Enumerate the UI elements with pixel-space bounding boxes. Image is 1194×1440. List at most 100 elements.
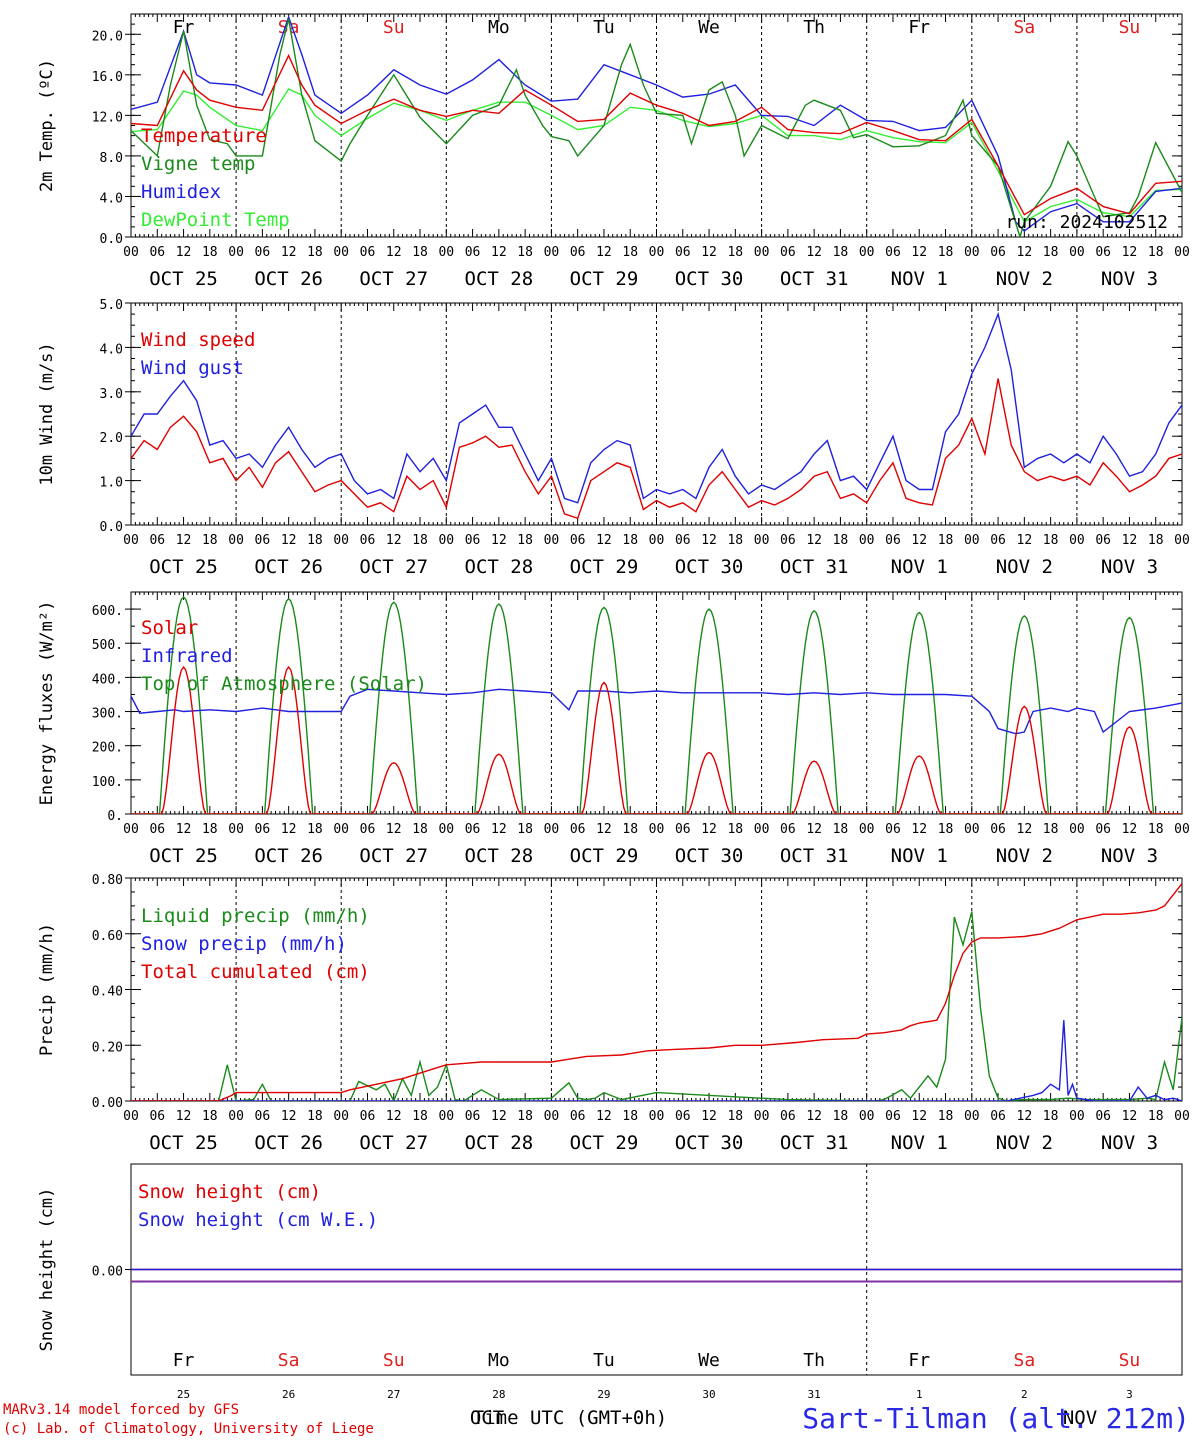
hour-label: 06 <box>1095 245 1111 260</box>
hour-label: 12 <box>806 533 822 548</box>
hour-label: 06 <box>675 245 691 260</box>
legend-entry: Solar <box>141 617 198 639</box>
hour-label: 18 <box>517 245 533 260</box>
series-line <box>131 311 1182 504</box>
hour-label: 18 <box>412 245 428 260</box>
hour-label: 18 <box>412 533 428 548</box>
hour-label: 00 <box>649 1109 665 1124</box>
hour-label: 18 <box>833 1109 849 1124</box>
panel-2: 0.0 1.0 2.0 3.0 4.0 5.0 10m Wind (m/s) 00 06 12 18… <box>37 298 1190 578</box>
hour-label: 06 <box>465 245 481 260</box>
hour-label: 00 <box>544 533 560 548</box>
hour-label: 00 <box>438 1109 454 1124</box>
hour-label: 06 <box>885 822 901 837</box>
y-tick-label: 300. <box>92 707 123 722</box>
hour-label: 00 <box>333 1109 349 1124</box>
day-number-label: 30 <box>702 1388 715 1401</box>
hour-label: 18 <box>307 533 323 548</box>
legend-entry: Total cumulated (cm) <box>141 961 370 983</box>
date-label: OCT 25 <box>149 268 218 290</box>
hour-label: 06 <box>675 533 691 548</box>
y-tick-label: 0. <box>107 809 123 824</box>
hour-label: 12 <box>386 245 402 260</box>
hour-label: 12 <box>1017 533 1033 548</box>
hour-label: 18 <box>1043 533 1059 548</box>
day-name-label: Su <box>1119 1350 1141 1371</box>
hour-label: 06 <box>465 1109 481 1124</box>
y-tick-label: 4.0 <box>100 191 123 206</box>
lab-credit: (c) Lab. of Climatology, University of L… <box>3 1421 374 1437</box>
date-label: OCT 27 <box>359 268 428 290</box>
hour-label: 06 <box>885 1109 901 1124</box>
hour-label: 06 <box>990 1109 1006 1124</box>
hour-label: 00 <box>964 822 980 837</box>
hour-label: 00 <box>859 245 875 260</box>
date-label: NOV 1 <box>891 556 948 578</box>
day-number-label: 26 <box>282 1388 295 1401</box>
hour-label: 12 <box>806 822 822 837</box>
series-line <box>131 665 1182 814</box>
day-name-label: Fr <box>908 17 930 38</box>
y-tick-label: 0.40 <box>92 985 123 1000</box>
legend-entry: Snow precip (mm/h) <box>141 933 347 955</box>
hour-label: 18 <box>1148 245 1164 260</box>
hour-label: 06 <box>990 533 1006 548</box>
hour-label: 00 <box>333 245 349 260</box>
panel-4: 0.00 0.20 0.40 0.60 0.80 Precip (mm/h) 00 06 12 1… <box>37 873 1190 1154</box>
hour-label: 18 <box>622 533 638 548</box>
y-tick-label: 200. <box>92 741 123 756</box>
y-tick-label: 0.00 <box>92 1265 123 1280</box>
date-label: OCT 26 <box>254 556 323 578</box>
hour-label: 00 <box>228 245 244 260</box>
y-tick-label: 16.0 <box>92 70 123 85</box>
date-label: OCT 26 <box>254 1132 323 1154</box>
y-tick-label: 0.0 <box>100 520 123 535</box>
hour-label: 12 <box>911 245 927 260</box>
date-label: OCT 30 <box>675 556 744 578</box>
day-name-label: Sa <box>1014 1350 1036 1371</box>
hour-label: 18 <box>938 1109 954 1124</box>
hour-label: 06 <box>149 822 165 837</box>
hour-label: 06 <box>465 533 481 548</box>
y-axis-label: Snow height (cm) <box>37 1188 57 1352</box>
hour-label: 00 <box>228 822 244 837</box>
hour-label: 12 <box>701 822 717 837</box>
series-line <box>131 88 1182 223</box>
day-number-label: 2 <box>1021 1388 1028 1401</box>
series-line <box>131 596 1182 814</box>
hour-label: 12 <box>1122 822 1138 837</box>
hour-label: 06 <box>255 533 271 548</box>
hour-label: 12 <box>281 533 297 548</box>
date-label: OCT 28 <box>465 268 534 290</box>
hour-label: 00 <box>1174 822 1190 837</box>
day-name-label: Su <box>1119 17 1141 38</box>
day-number-label: 28 <box>492 1388 505 1401</box>
hour-label: 12 <box>281 822 297 837</box>
hour-label: 00 <box>438 533 454 548</box>
hour-label: 18 <box>202 822 218 837</box>
model-credit: MARv3.14 model forced by GFS <box>3 1402 239 1418</box>
legend-entry: Wind speed <box>141 329 255 351</box>
y-tick-label: 5.0 <box>100 298 123 313</box>
bottom-month-label-2: NOV <box>1063 1407 1097 1429</box>
hour-label: 00 <box>1174 245 1190 260</box>
hour-label: 12 <box>911 822 927 837</box>
date-label: NOV 3 <box>1101 1132 1158 1154</box>
hour-label: 00 <box>859 822 875 837</box>
hour-label: 18 <box>727 822 743 837</box>
hour-label: 06 <box>780 245 796 260</box>
day-name-label: Tu <box>593 17 615 38</box>
hour-label: 00 <box>964 1109 980 1124</box>
hour-label: 06 <box>149 245 165 260</box>
hour-label: 00 <box>333 533 349 548</box>
legend-entry: Liquid precip (mm/h) <box>141 905 370 927</box>
hour-label: 00 <box>1174 533 1190 548</box>
hour-label: 00 <box>544 822 560 837</box>
hour-label: 06 <box>465 822 481 837</box>
legend-entry: Snow height (cm) <box>138 1181 321 1203</box>
date-label: OCT 31 <box>780 268 849 290</box>
y-tick-label: 100. <box>92 775 123 790</box>
hour-label: 00 <box>438 822 454 837</box>
date-label: OCT 25 <box>149 1132 218 1154</box>
day-number-label: 3 <box>1126 1388 1133 1401</box>
